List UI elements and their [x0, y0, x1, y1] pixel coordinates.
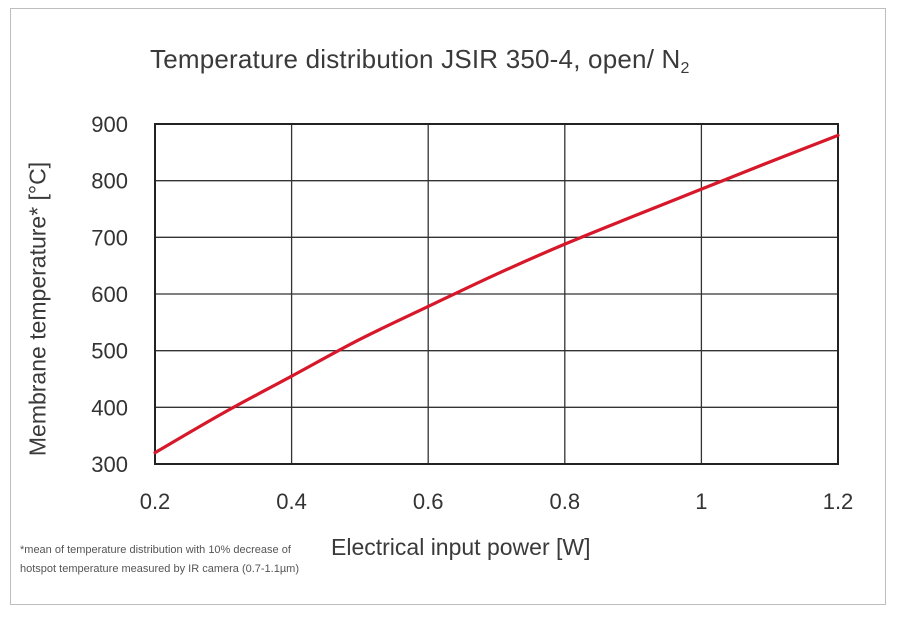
y-tick-label: 300 [91, 452, 128, 477]
y-tick-label: 800 [91, 169, 128, 194]
plot-area-border [154, 123, 839, 465]
x-axis-label: Electrical input power [W] [331, 534, 591, 560]
y-tick-label: 700 [91, 225, 128, 250]
footnote: *mean of temperature distribution with 1… [20, 541, 320, 579]
y-axis-label: Membrane temperature* [°C] [24, 161, 51, 457]
chart-frame [10, 8, 886, 605]
series-line-0 [153, 133, 840, 455]
y-tick-label: 500 [91, 339, 128, 364]
x-tick-label: 0.4 [276, 489, 307, 514]
x-tick-label: 0.8 [550, 489, 581, 514]
chart-title-text: Temperature distribution JSIR 350-4, ope… [150, 44, 681, 74]
chart-title-subscript: 2 [680, 60, 690, 77]
x-tick-label: 1 [695, 489, 707, 514]
y-tick-label: 600 [91, 282, 128, 307]
footnote-line-2: hotspot temperature measured by IR camer… [20, 563, 300, 575]
x-tick-label: 0.2 [140, 489, 171, 514]
y-tick-label: 400 [91, 395, 128, 420]
x-tick-label: 1.2 [823, 489, 854, 514]
x-tick-label: 0.6 [413, 489, 444, 514]
footnote-line-1: *mean of temperature distribution with 1… [20, 544, 291, 556]
y-tick-label: 900 [91, 112, 128, 137]
chart-title: Temperature distribution JSIR 350-4, ope… [150, 44, 690, 78]
